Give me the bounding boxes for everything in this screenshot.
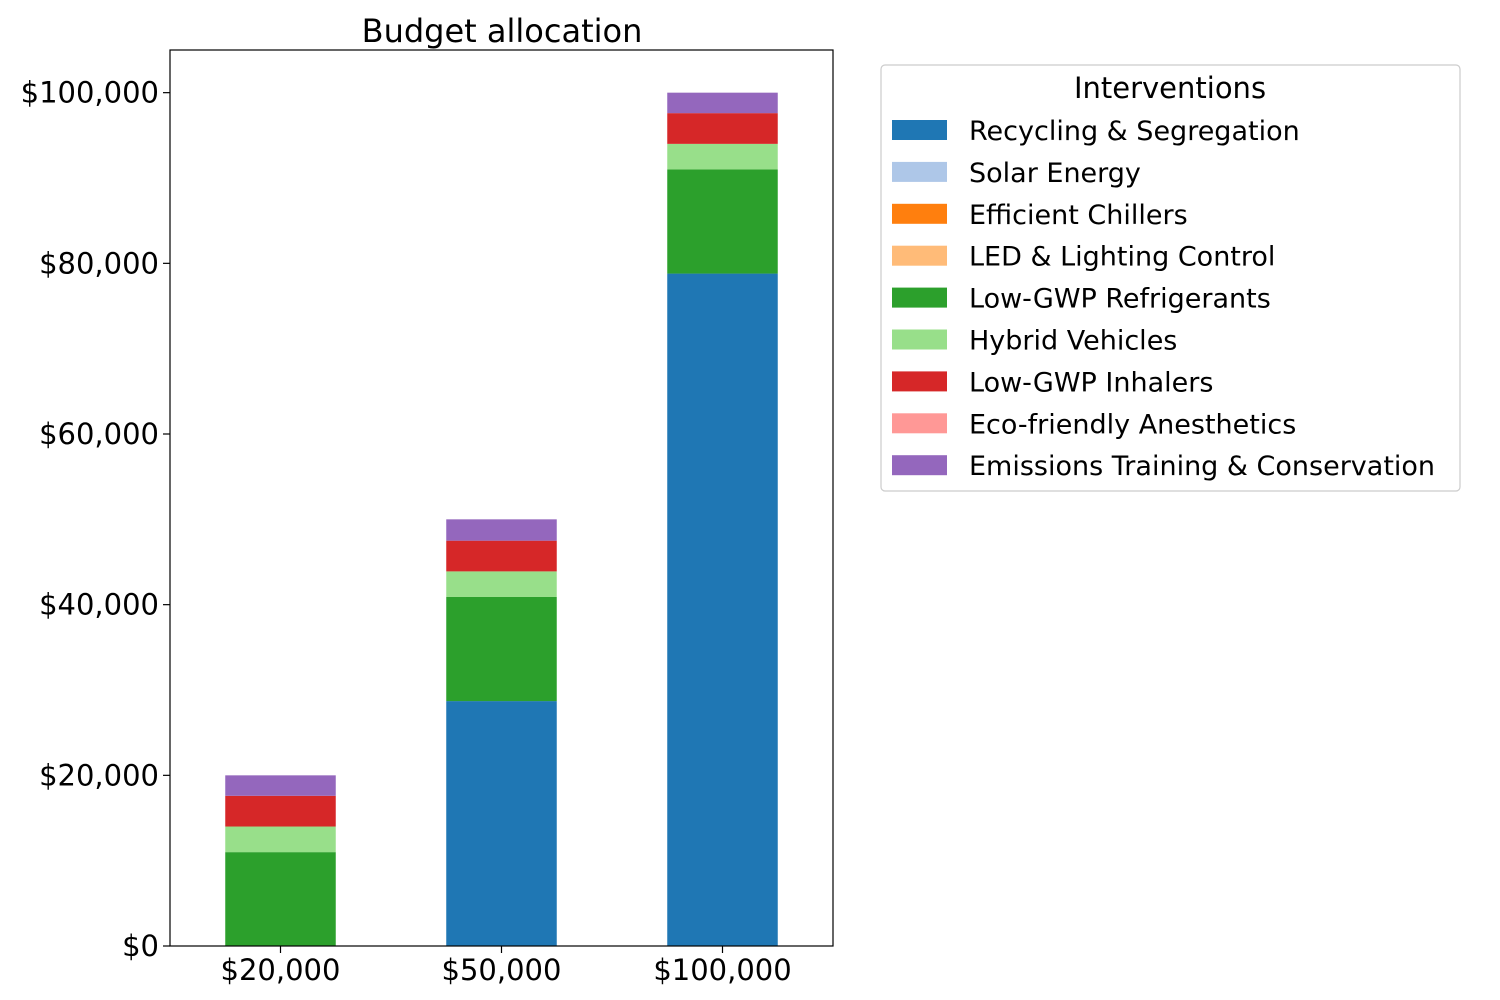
legend-label-eco-friendly-anesthetics: Eco-friendly Anesthetics: [969, 409, 1296, 440]
bar-segment-low-gwp-inhalers-20-000: [225, 795, 336, 827]
y-tick-label: $40,000: [39, 588, 159, 622]
legend-label-solar-energy: Solar Energy: [969, 158, 1141, 189]
legend-label-low-gwp-inhalers: Low-GWP Inhalers: [969, 367, 1213, 398]
bar-segment-recycling-segregation-50-000: [446, 701, 557, 946]
y-tick-label: $0: [122, 929, 159, 963]
y-tick-label: $20,000: [39, 758, 159, 792]
plot-area: $0 $20,000 $40,000 $60,000 $80,000 $100,000 $…: [21, 49, 834, 987]
legend-swatch-low-gwp-refrigerants: [892, 287, 947, 308]
legend-swatch-eco-friendly-anesthetics: [892, 413, 947, 434]
legend-label-led-lighting-control: LED & Lighting Control: [969, 242, 1275, 273]
legend-label-hybrid-vehicles: Hybrid Vehicles: [969, 326, 1177, 357]
legend-swatch-hybrid-vehicles: [892, 329, 947, 350]
x-axis: $20,000 $50,000 $100,000: [221, 946, 792, 987]
legend-label-emissions-training-conservation: Emissions Training & Conservation: [969, 451, 1435, 482]
x-tick-label: $20,000: [221, 953, 341, 987]
bar-segment-hybrid-vehicles-100-000: [667, 143, 778, 170]
bar-stacks: [225, 92, 778, 946]
legend-items: Recycling & Segregation Solar Energy Effic…: [892, 116, 1435, 482]
x-tick-label: $100,000: [653, 953, 791, 987]
chart-title: Budget allocation: [362, 12, 643, 50]
legend-swatch-recycling-segregation: [892, 120, 947, 140]
y-tick-label: $100,000: [21, 76, 159, 110]
legend-label-recycling-segregation: Recycling & Segregation: [969, 116, 1300, 147]
bar-segment-emissions-training-conservation-100-000: [667, 92, 778, 114]
legend-swatch-led-lighting-control: [892, 245, 947, 266]
legend-swatch-efficient-chillers: [892, 203, 947, 224]
bar-segment-hybrid-vehicles-50-000: [446, 571, 557, 597]
bar-segment-low-gwp-refrigerants-50-000: [446, 596, 557, 702]
legend: Interventions Recycling & Segregation Sol…: [880, 64, 1461, 492]
bar-segment-low-gwp-refrigerants-100-000: [667, 169, 778, 274]
y-tick-label: $60,000: [39, 417, 159, 451]
y-axis: $0 $20,000 $40,000 $60,000 $80,000 $100,000: [21, 76, 170, 963]
legend-label-low-gwp-refrigerants: Low-GWP Refrigerants: [969, 284, 1271, 315]
legend-swatch-low-gwp-inhalers: [892, 371, 947, 392]
y-tick-label: $80,000: [39, 246, 159, 280]
legend-title: Interventions: [1074, 71, 1266, 105]
x-tick-label: $50,000: [442, 953, 562, 987]
bar-segment-recycling-segregation-100-000: [667, 273, 778, 946]
bar-segment-low-gwp-refrigerants-20-000: [225, 852, 336, 946]
legend-swatch-solar-energy: [892, 161, 947, 182]
bar-segment-emissions-training-conservation-20-000: [225, 775, 336, 796]
bar-segment-emissions-training-conservation-50-000: [446, 519, 557, 541]
legend-label-efficient-chillers: Efficient Chillers: [969, 200, 1188, 231]
bar-segment-low-gwp-inhalers-100-000: [667, 113, 778, 144]
bar-segment-low-gwp-inhalers-50-000: [446, 540, 557, 572]
legend-frame: [880, 64, 1461, 492]
legend-swatch-emissions-training-conservation: [892, 455, 947, 476]
bar-segment-hybrid-vehicles-20-000: [225, 826, 336, 853]
